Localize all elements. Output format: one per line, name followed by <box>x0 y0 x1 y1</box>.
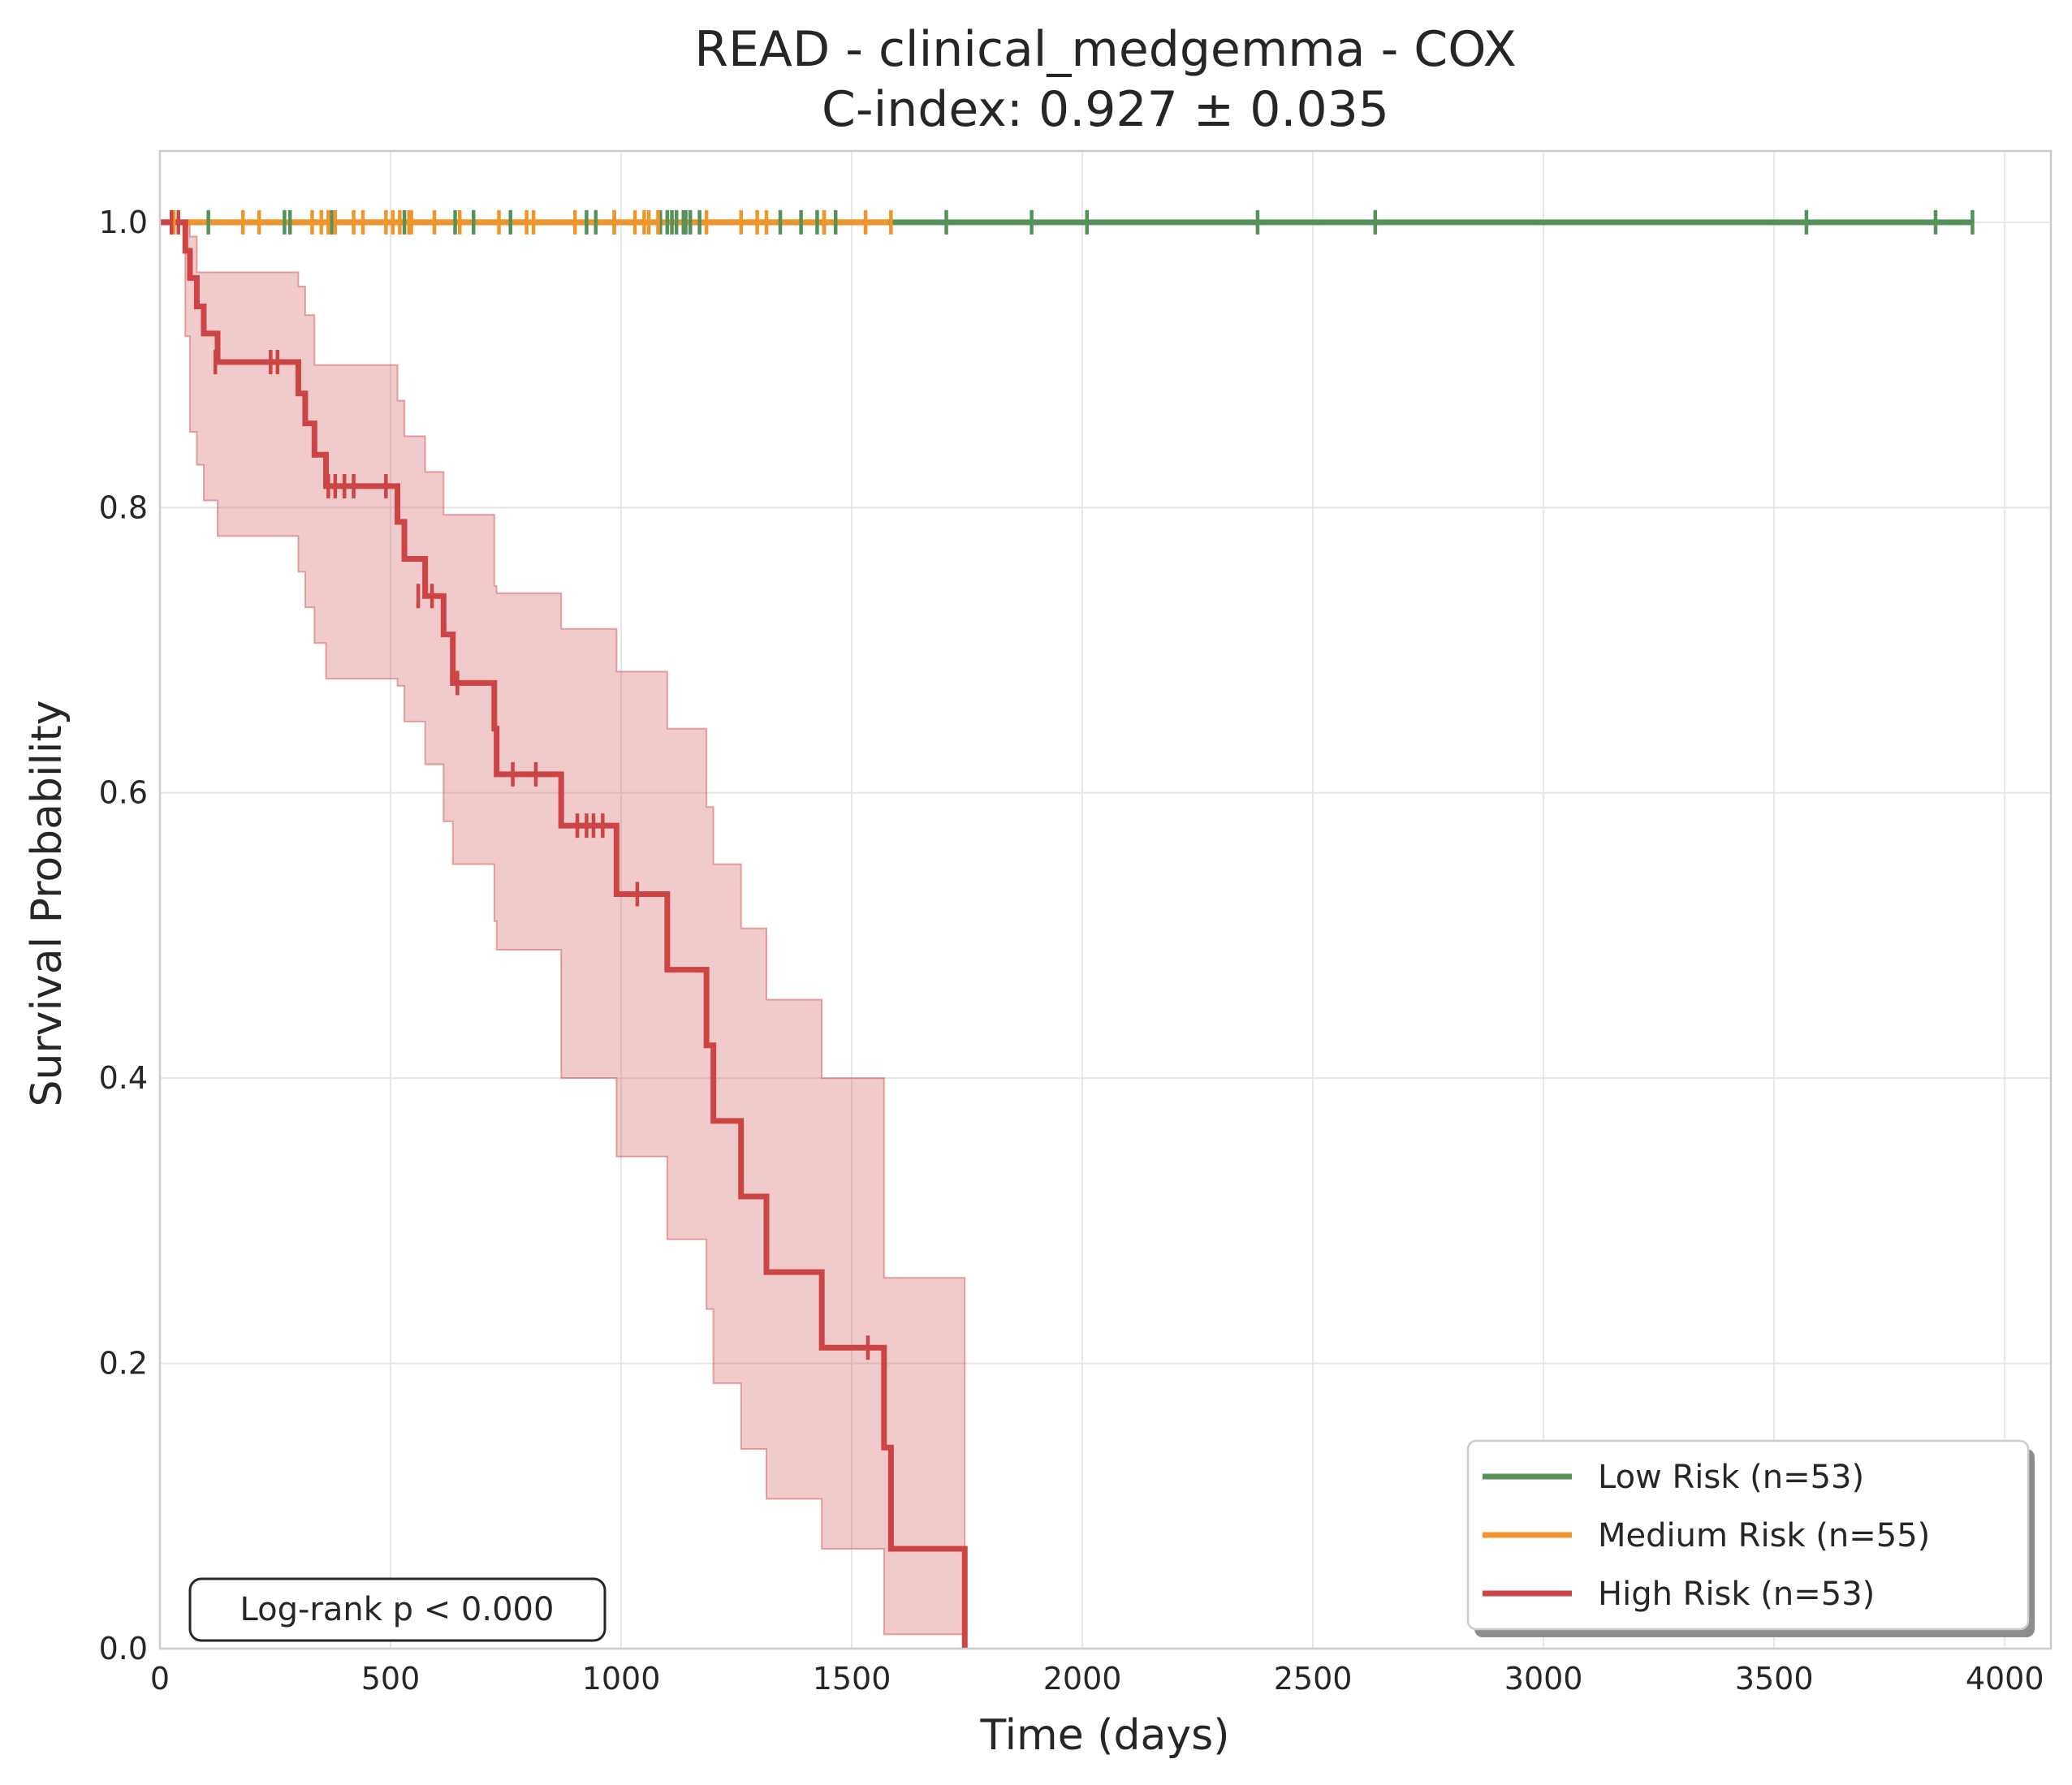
y-tick-label: 0.6 <box>99 775 148 811</box>
annotation-text: Log-rank p < 0.000 <box>240 1591 555 1628</box>
y-tick-label: 0.2 <box>99 1346 148 1382</box>
annotation-box <box>188 1577 606 1642</box>
legend-label-0: Low Risk (n=53) <box>1598 1459 1864 1496</box>
y-tick-label: 0.4 <box>99 1060 148 1096</box>
x-tick-label: 500 <box>361 1661 421 1697</box>
x-tick-label: 3000 <box>1504 1661 1583 1697</box>
x-tick-label: 1500 <box>813 1661 891 1697</box>
legend-box <box>1466 1439 2030 1631</box>
legend-label-2: High Risk (n=53) <box>1598 1576 1875 1613</box>
x-tick-label: 0 <box>150 1661 170 1697</box>
x-tick-label: 3500 <box>1735 1661 1814 1697</box>
survival-line-2 <box>160 219 968 1649</box>
survival-curves <box>160 219 1973 1649</box>
x-tick-label: 2500 <box>1274 1661 1353 1697</box>
y-tick-label: 0.8 <box>99 489 148 525</box>
x-tick-label: 1000 <box>582 1661 661 1697</box>
x-tick-label: 4000 <box>1966 1661 2044 1697</box>
ci-band-2 <box>160 221 966 1649</box>
plot-frame <box>158 149 2053 1650</box>
confidence-bands <box>160 221 966 1649</box>
tick-labels: 0 500 1000 1500 2000 2500 3000 3500 4000 0.0 0.2 0.… <box>99 205 2044 1697</box>
chart-subtitle: C-index: 0.927 ± 0.035 <box>822 81 1389 138</box>
y-tick-label: 1.0 <box>99 205 148 240</box>
censor-marks <box>169 209 1975 1360</box>
legend-label-1: Medium Risk (n=55) <box>1598 1517 1930 1554</box>
legend: Low Risk (n=53) Medium Risk (n=55) High Ri… <box>1466 1439 2035 1637</box>
logrank-annotation: Log-rank p < 0.000 <box>188 1577 606 1642</box>
chart-title: READ - clinical_medgemma - COX <box>694 21 1517 78</box>
grid <box>159 151 2051 1649</box>
x-tick-label: 2000 <box>1043 1661 1122 1697</box>
x-axis-label: Time (days) <box>980 1711 1230 1760</box>
y-tick-label: 0.0 <box>99 1631 148 1666</box>
